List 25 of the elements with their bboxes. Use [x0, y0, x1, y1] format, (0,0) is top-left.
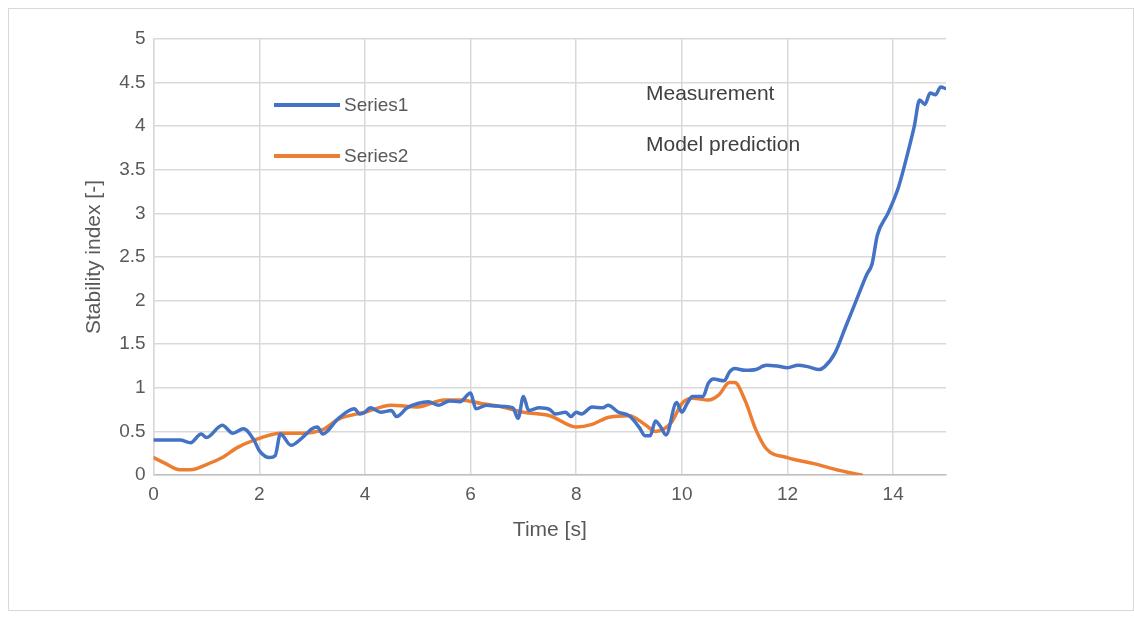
x-tick-label: 6	[465, 482, 476, 504]
x-tick-label: 4	[359, 482, 371, 504]
x-tick-label: 2	[253, 482, 265, 504]
y-tick-label: 1.5	[119, 332, 146, 354]
x-axis-title: Time [s]	[512, 517, 587, 541]
y-tick-label: 4.5	[119, 70, 146, 92]
x-tick-label: 12	[776, 482, 799, 504]
x-tick-label: 14	[882, 482, 905, 504]
y-tick-label: 0.5	[119, 419, 146, 441]
y-tick-label: 0	[135, 463, 146, 485]
y-tick-label: 1	[135, 376, 146, 398]
legend-label: Series1	[344, 93, 409, 116]
y-tick-label: 4	[135, 114, 147, 136]
line-series	[153, 85, 946, 460]
legend-label: Series2	[344, 144, 409, 167]
y-tick-label: 5	[135, 27, 146, 49]
annotation: Model prediction	[646, 131, 802, 157]
x-tick-label: 8	[570, 482, 582, 504]
y-tick-label: 3.5	[119, 158, 146, 180]
y-tick-label: 2	[135, 288, 146, 310]
annotation: Measurement	[646, 80, 776, 106]
y-axis-title: Stability index [-]	[81, 179, 105, 335]
x-tick-label: 10	[671, 482, 693, 504]
y-tick-label: 3	[135, 201, 146, 223]
y-tick-label: 2.5	[119, 245, 146, 267]
